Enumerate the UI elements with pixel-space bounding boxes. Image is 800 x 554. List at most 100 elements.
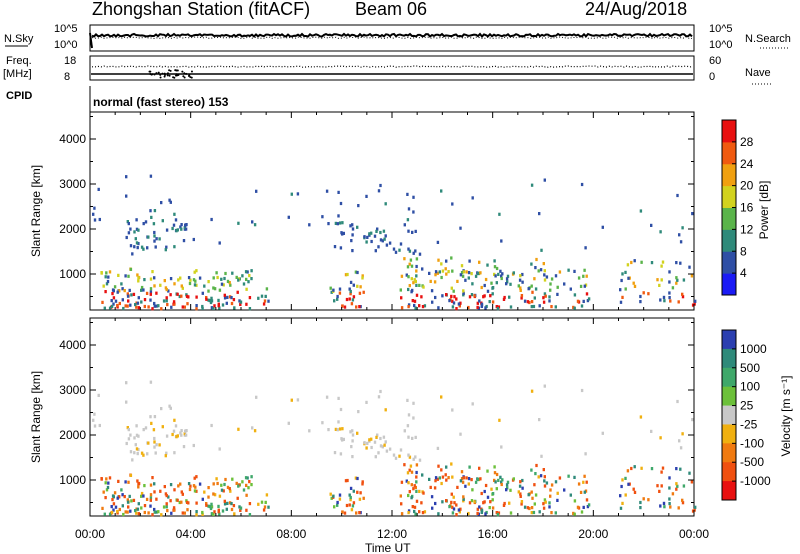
echo-cell — [228, 501, 232, 505]
echo-cell — [201, 512, 204, 516]
echo-cell — [434, 501, 437, 506]
echo-cell — [420, 295, 423, 299]
echo-cell — [505, 277, 509, 281]
echo-cell — [177, 484, 180, 488]
echo-cell — [584, 452, 587, 456]
echo-cell — [350, 239, 353, 243]
echo-cell — [668, 270, 671, 274]
echo-cell — [445, 478, 448, 482]
echo-cell — [210, 306, 214, 310]
echo-cell — [345, 297, 349, 302]
echo-cell — [329, 286, 332, 290]
echo-cell — [356, 284, 359, 288]
echo-cell — [495, 511, 498, 515]
echo-cell — [470, 499, 474, 503]
echo-cell — [248, 274, 251, 278]
echo-cell — [500, 445, 503, 449]
echo-cell — [230, 301, 234, 306]
echo-cell — [509, 282, 512, 286]
echo-cell — [352, 283, 355, 287]
echo-cell — [383, 237, 386, 241]
echo-cell — [451, 305, 455, 309]
nsearch-label: N.Search — [745, 33, 791, 45]
echo-cell — [415, 264, 418, 269]
echo-cell — [493, 471, 497, 475]
echo-cell — [398, 454, 401, 458]
echo-cell — [520, 500, 524, 504]
station-title: Zhongshan Station (fitACF) — [92, 0, 311, 19]
echo-cell — [180, 490, 183, 494]
echo-cell — [550, 483, 554, 487]
echo-cell — [450, 500, 453, 504]
echo-cell — [438, 270, 441, 274]
freq-label: Freq. — [6, 55, 32, 67]
echo-cell — [207, 486, 210, 490]
echo-cell — [125, 235, 128, 240]
velocity-colorbar-label: Velocity [m s⁻¹] — [779, 375, 793, 456]
echo-cell — [445, 259, 448, 263]
echo-cell — [411, 299, 414, 303]
echo-cell — [468, 259, 471, 263]
echo-cell — [567, 268, 570, 272]
echo-cell — [530, 506, 534, 510]
echo-cell — [408, 249, 412, 253]
echo-cell — [530, 262, 533, 266]
echo-cell — [169, 277, 173, 281]
nsky-series — [91, 32, 693, 39]
echo-cell — [239, 508, 242, 512]
echo-cell — [486, 495, 490, 499]
echo-cell — [671, 286, 675, 290]
echo-cell — [216, 275, 219, 280]
echo-cell — [550, 305, 553, 309]
velocity-yticks: 1000 2000 3000 4000 — [59, 322, 694, 503]
echo-cell — [110, 299, 113, 303]
echo-cell — [230, 502, 233, 506]
nave-tick-top: 60 — [709, 55, 721, 67]
echo-cell — [161, 219, 164, 223]
echo-cell — [549, 288, 552, 292]
echo-cell — [415, 293, 419, 297]
echo-cell — [217, 298, 220, 302]
echo-cell — [407, 509, 411, 513]
echo-cell — [170, 305, 173, 309]
echo-cell — [384, 408, 387, 412]
echo-cell — [158, 237, 161, 241]
echo-cell — [620, 484, 623, 489]
echo-cell — [239, 300, 243, 304]
echo-cell — [583, 490, 586, 494]
echo-cell — [642, 291, 645, 295]
echo-cell — [677, 300, 680, 304]
echo-cell — [453, 501, 456, 505]
echo-cell — [137, 276, 140, 280]
ytick-label: 3000 — [59, 383, 86, 397]
echo-cell — [676, 484, 679, 488]
echo-cell — [506, 280, 509, 284]
echo-cell — [444, 267, 447, 271]
echo-cell — [444, 473, 447, 477]
echo-cell — [134, 443, 137, 447]
echo-cell — [143, 504, 147, 508]
echo-cell — [117, 479, 120, 483]
echo-cell — [93, 412, 96, 416]
velocity-xticks: 00:00 04:00 08:00 12:00 16:00 20:00 00:00 — [75, 112, 709, 541]
echo-cell — [537, 475, 540, 479]
echo-cell — [210, 502, 213, 506]
echo-cell — [127, 437, 131, 441]
echo-cell — [691, 303, 695, 307]
echo-cell — [558, 270, 562, 274]
echo-cell — [441, 475, 445, 479]
echo-cell — [379, 389, 382, 394]
echo-cell — [341, 221, 344, 225]
echo-cell — [149, 493, 153, 497]
echo-cell — [183, 226, 186, 230]
echo-cell — [429, 485, 432, 489]
freq-frame — [89, 55, 695, 81]
echo-cell — [467, 511, 470, 516]
echo-cell — [461, 480, 465, 484]
echo-cell — [368, 438, 371, 442]
echo-cell — [407, 229, 410, 233]
echo-cell — [451, 511, 455, 515]
echo-cell — [172, 429, 176, 433]
echo-cell — [526, 300, 530, 304]
echo-cell — [410, 496, 413, 500]
